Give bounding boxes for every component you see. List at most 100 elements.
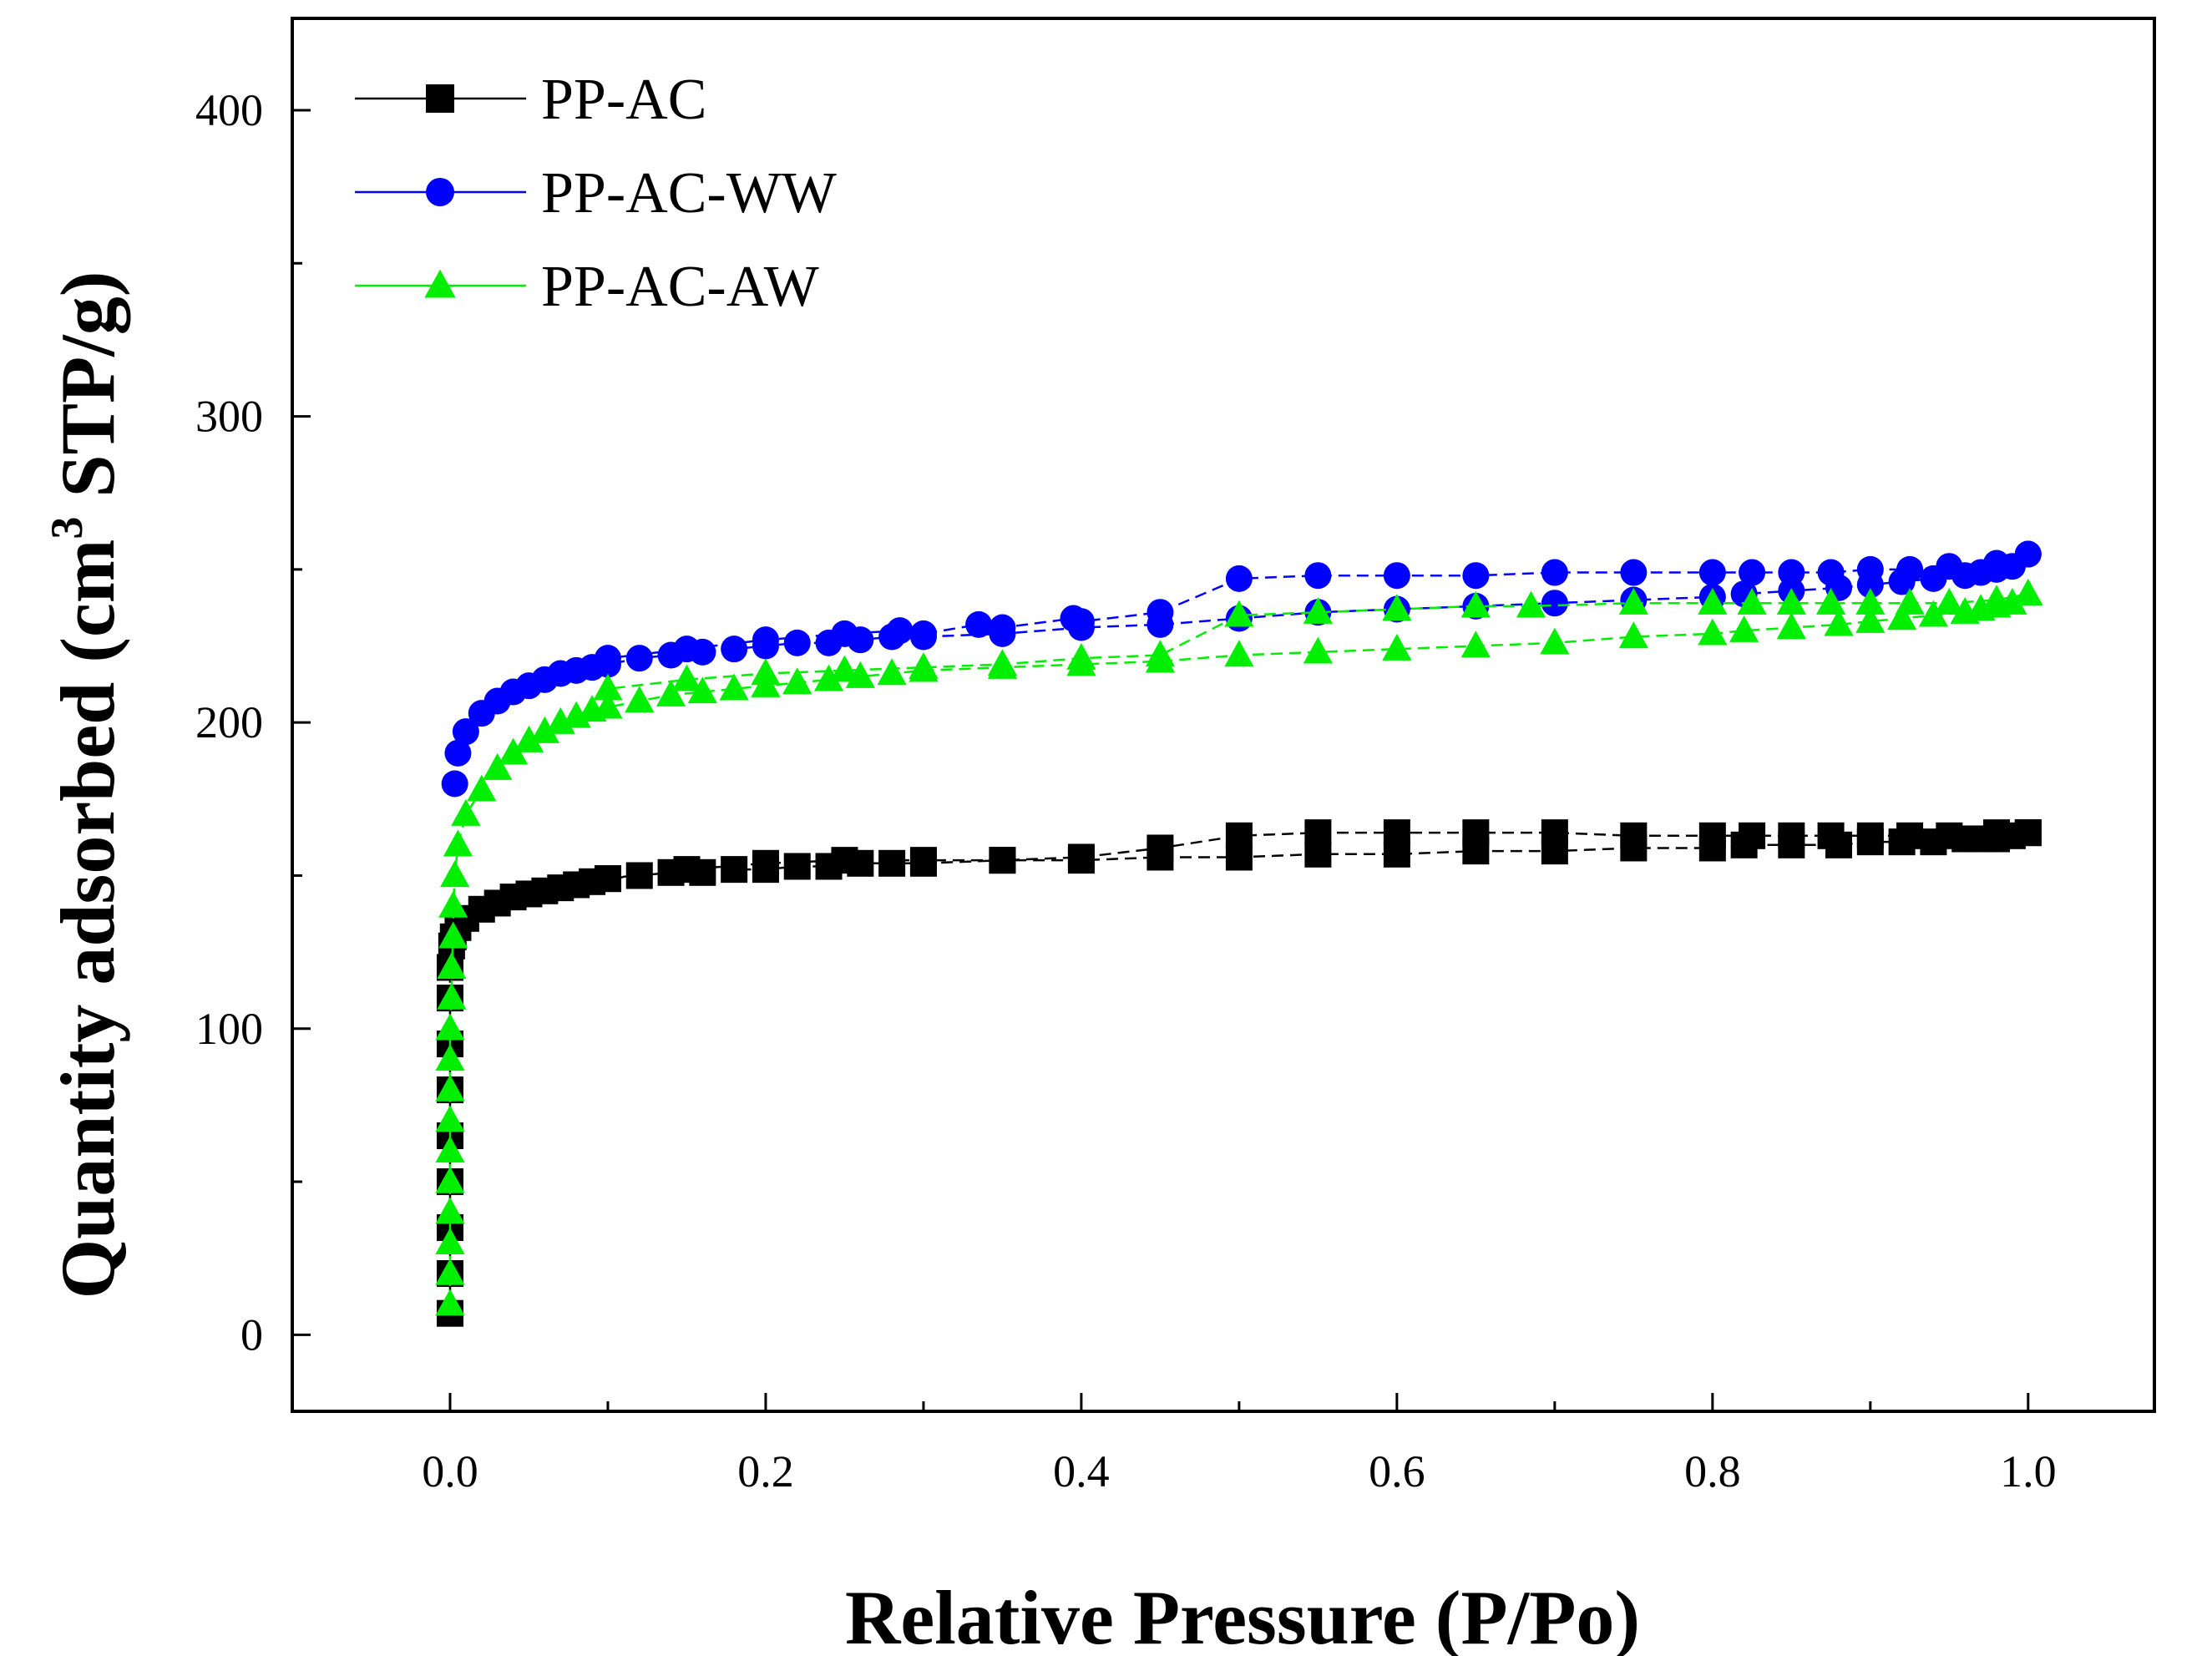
pp-ac-aw-adsorption-point (435, 1166, 465, 1193)
y-tick-label: 300 (195, 392, 263, 442)
pp-ac-aw-desorption-point (1895, 587, 1925, 615)
pp-ac-adsorption-point (783, 853, 811, 880)
pp-ac-aw-adsorption-point (467, 774, 497, 802)
pp-ac-ww-desorption-point (1225, 565, 1253, 592)
pp-ac-aw-adsorption-point (782, 667, 812, 695)
pp-ac-desorption-point (1462, 819, 1490, 847)
pp-ac-ww-desorption-point (1896, 555, 1924, 583)
y-axis-title-tail: STP/g) (45, 271, 130, 517)
pp-ac-ww-desorption-point (1983, 549, 2011, 577)
y-axis-title-main: Quantity adsorbed (cm (45, 539, 130, 1299)
pp-ac-desorption-point (1896, 822, 1924, 849)
pp-ac-aw-adsorption-point (435, 1074, 465, 1101)
x-tick-label: 0.0 (422, 1446, 478, 1496)
pp-ac-aw-desorption-point (1698, 587, 1728, 615)
pp-ac-ww-desorption-point (1778, 559, 1805, 586)
pp-ac-aw-desorption-point (1516, 590, 1546, 618)
x-axis-title: Relative Pressure (P/Po) (845, 1575, 1640, 1656)
pp-ac-aw-adsorption-point (1729, 615, 1759, 642)
y-tick-label: 0 (240, 1309, 263, 1360)
pp-ac-ww-desorption-point (989, 614, 1016, 641)
pp-ac-aw-desorption-point (1855, 587, 1886, 615)
pp-ac-desorption-point (752, 849, 779, 877)
legend-marker-pp-ac (426, 84, 454, 113)
x-tick-label: 0.8 (1684, 1446, 1741, 1496)
pp-ac-aw-desorption-point (987, 649, 1018, 676)
pp-ac-aw-adsorption-point (1855, 605, 1886, 633)
pp-ac-ww-desorption-point (2014, 540, 2042, 568)
pp-ac-aw-adsorption-point (1224, 640, 1254, 667)
pp-ac-aw-adsorption-point (435, 1289, 465, 1316)
pp-ac-desorption-point (1541, 819, 1568, 847)
pp-ac-ww-adsorption-point (1541, 590, 1568, 617)
pp-ac-desorption-point (909, 847, 937, 874)
pp-ac-ww-desorption-point (831, 620, 858, 647)
pp-ac-aw-desorption-point (1776, 587, 1806, 615)
pp-ac-desorption-point (1983, 819, 2011, 847)
pp-ac-ww-desorption-point (1304, 562, 1332, 590)
pp-ac-aw-adsorption-point (1887, 603, 1917, 630)
pp-ac-aw-desorption-point (1934, 587, 1964, 615)
legend-label-pp-ac-ww: PP-AC-WW (541, 161, 837, 225)
pp-ac-desorption-point (1067, 843, 1095, 871)
pp-ac-aw-desorption-point (751, 658, 781, 686)
pp-ac-aw-adsorption-point (435, 1258, 465, 1285)
y-axis-title-superscript: 3 (42, 517, 92, 539)
pp-ac-aw-desorption-point (1303, 596, 1333, 624)
pp-ac-ww-desorption-point (673, 636, 701, 663)
pp-ac-adsorption-point (878, 849, 906, 877)
pp-ac-ww-desorption-point (1541, 559, 1568, 586)
pp-ac-desorption-point (1225, 822, 1253, 849)
pp-ac-aw-adsorption-point (483, 752, 513, 780)
pp-ac-aw-adsorption-point (435, 1136, 465, 1163)
pp-ac-aw-desorption-point (909, 651, 939, 679)
y-axis: 0 100 200 300 400 (195, 85, 311, 1360)
legend-label-pp-ac: PP-AC (541, 68, 706, 132)
y-tick-label: 400 (195, 85, 263, 135)
pp-ac-aw-adsorption-point (1918, 600, 1949, 627)
pp-ac-ww-adsorption-point (783, 629, 811, 656)
pp-ac-aw-desorption-point (1460, 590, 1491, 618)
pp-ac-aw-adsorption-point (813, 664, 844, 691)
pp-ac-aw-desorption-point (1224, 600, 1254, 627)
pp-ac-aw-adsorption-line (448, 593, 2029, 1304)
pp-ac-aw-adsorption-point (719, 673, 749, 701)
pp-ac-aw-desorption-point (1382, 594, 1412, 621)
pp-ac-ww-adsorption-point (441, 770, 468, 798)
pp-ac-aw-adsorption-point (625, 686, 655, 713)
pp-ac-ww-adsorption-point (721, 636, 748, 663)
pp-ac-aw-desorption-point (1815, 587, 1846, 615)
pp-ac-ww-desorption-point (594, 645, 621, 672)
pp-ac-desorption-point (1778, 822, 1805, 849)
pp-ac-aw-adsorption-point (656, 679, 686, 706)
pp-ac-adsorption-line (448, 831, 2029, 1314)
pp-ac-desorption-point (1739, 822, 1766, 849)
pp-ac-aw-adsorption-point (1698, 618, 1728, 646)
pp-ac-ww-adsorption-point (452, 718, 479, 746)
y-tick-label: 100 (195, 1004, 263, 1054)
pp-ac-aw-desorption-point (1145, 640, 1176, 667)
plot-frame (291, 17, 2156, 1413)
x-axis: 0.0 0.2 0.4 0.6 0.8 1.0 (291, 1393, 2057, 1496)
pp-ac-aw-desorption-point (1066, 642, 1096, 670)
pp-ac-aw-adsorption-point (593, 691, 623, 719)
pp-ac-ww-desorption-point (1620, 559, 1648, 586)
pp-ac-desorption-point (1620, 822, 1648, 849)
pp-ac-desorption-point (989, 847, 1016, 874)
x-tick-label: 0.4 (1053, 1446, 1110, 1496)
y-tick-label: 200 (195, 697, 263, 747)
pp-ac-aw-adsorption-point (1776, 612, 1806, 640)
pp-ac-ww-desorption-point (1936, 553, 1963, 580)
series-layer (435, 540, 2043, 1327)
pp-ac-aw-adsorption-point (451, 798, 481, 826)
pp-ac-aw-adsorption-point (1382, 633, 1412, 661)
legend-marker-pp-ac-aw (424, 269, 456, 298)
pp-ac-desorption-point (1936, 822, 1963, 849)
pp-ac-ww-desorption-point (1739, 559, 1766, 586)
pp-ac-desorption-point (1304, 819, 1332, 847)
pp-ac-aw-desorption-point (2013, 578, 2043, 605)
pp-ac-ww-desorption-point (1146, 599, 1174, 626)
pp-ac-aw-adsorption-point (1618, 621, 1648, 649)
legend-label-pp-ac-aw: PP-AC-AW (541, 255, 819, 319)
pp-ac-aw-adsorption-point (443, 829, 473, 857)
